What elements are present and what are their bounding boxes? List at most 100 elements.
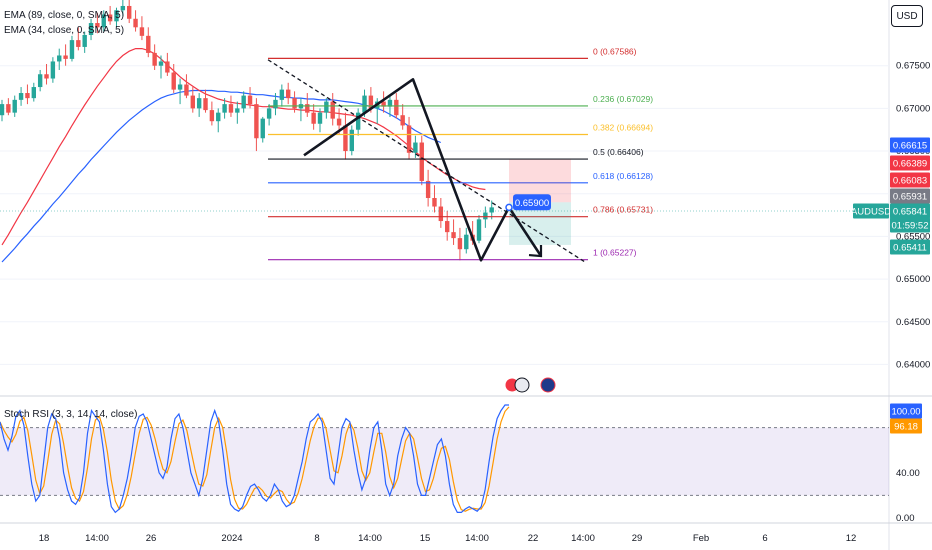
candle-body [432, 198, 437, 207]
candle-body [247, 95, 253, 105]
stoch-d-tag-bg [890, 418, 922, 434]
candle-body [127, 5, 132, 19]
fib-label: 0.5 (0.66406) [593, 147, 644, 157]
stoch-k-tag-text: 100.00 [891, 407, 920, 418]
stoch-k-line [0, 404, 509, 514]
price-tag: 0.66615 [890, 137, 930, 153]
price-tick: 0.64500 [896, 317, 930, 328]
candle-body [445, 221, 450, 233]
candle-body [381, 101, 386, 107]
candle-body [120, 5, 126, 11]
candle-body [355, 112, 361, 130]
price-tag-bg [890, 172, 930, 188]
candle-body [425, 180, 431, 198]
stoch-band [0, 427, 889, 496]
zigzag-pattern [303, 78, 543, 262]
candle-body [286, 89, 291, 99]
candle-body [362, 95, 367, 113]
time-tick: 6 [762, 533, 767, 544]
time-tick: 15 [420, 533, 431, 544]
price-tag: 0.65931 [890, 188, 930, 204]
candle-body [457, 238, 463, 250]
price-tick: 0.64000 [896, 359, 930, 370]
price-grid [0, 65, 889, 365]
candle-body [336, 118, 342, 126]
currency-button[interactable]: USD [891, 5, 923, 27]
ema89-label[interactable]: EMA (89, close, 0, SMA, 5) [4, 10, 124, 21]
time-tick: 26 [146, 533, 157, 544]
candle-body [254, 104, 259, 139]
fib-label: 0.786 (0.65731) [593, 205, 653, 215]
candle-body [387, 99, 393, 107]
candle-body [311, 112, 316, 124]
candle-body [419, 142, 424, 181]
price-tag-bg [890, 239, 930, 255]
candle-body [216, 112, 221, 122]
candle-body [464, 234, 469, 250]
price-tag-text: 0.65411 [893, 243, 927, 254]
candle-body [184, 84, 189, 96]
event-icons[interactable] [504, 377, 556, 393]
stoch-d-tag-text: 96.18 [894, 422, 918, 433]
price-tag: 0.66389 [890, 155, 930, 171]
candle-body [44, 74, 49, 79]
candle-body [146, 35, 151, 53]
price-tag-text: 0.66615 [893, 141, 927, 152]
candle-body [101, 14, 106, 28]
time-tick: Feb [693, 533, 709, 544]
candle-body [133, 18, 138, 28]
candle-body [57, 55, 62, 62]
candle-body [196, 98, 202, 109]
fib-label: 0.236 (0.67029) [593, 94, 653, 104]
last-price-tag-text: 0.65841 [893, 207, 927, 218]
price-tag-bg [890, 137, 930, 153]
candle-body [107, 14, 113, 22]
candle-body [12, 99, 17, 113]
price-tag-text: 0.66083 [893, 176, 927, 187]
fib-retracement[interactable]: 0 (0.67586) 0.236 (0.67029) 0.382 (0.66694… [268, 46, 653, 261]
price-tag-bg [890, 155, 930, 171]
candle-body [50, 61, 56, 79]
candle-body [489, 207, 494, 213]
time-tick: 18 [39, 533, 50, 544]
candle-body [292, 98, 297, 109]
candle-body [190, 95, 195, 109]
stoch-rsi-label[interactable]: Stoch RSI (3, 3, 14, 14, close) [4, 409, 137, 420]
us-flag-icon[interactable] [514, 377, 530, 393]
candle-body [406, 125, 412, 153]
countdown-tag-bg [890, 217, 930, 233]
candle-body [165, 61, 170, 73]
candle-body [139, 27, 145, 36]
candle-body [209, 110, 215, 122]
stoch-d-line [0, 406, 510, 512]
stoch-rsi-lines [0, 404, 510, 514]
time-tick: 2024 [221, 533, 242, 544]
candle-body [413, 142, 418, 153]
target-label-box [513, 194, 551, 211]
stoch-d-tag: 96.18 [890, 418, 922, 434]
fib-label: 0.618 (0.66128) [593, 171, 653, 181]
ema34-label[interactable]: EMA (34, close, 0, SMA, 5) [4, 25, 124, 36]
time-tick: 14:00 [571, 533, 595, 544]
candle-body [400, 115, 405, 126]
au-flag-icon[interactable] [540, 377, 556, 393]
candle-body [228, 104, 234, 113]
symbol-tag-text: AUDUSD [851, 207, 891, 218]
candle-body [69, 40, 75, 59]
time-axis[interactable]: 18 14:00 26 2024 8 14:00 15 14:00 22 14:00 29 Feb 6 1… [39, 533, 857, 544]
fib-label: 0 (0.67586) [593, 46, 637, 56]
fib-label: 1 (0.65227) [593, 248, 637, 258]
price-tags: 0.66615 0.66389 0.66083 0.65931 AUDUSD 0.6584… [0, 137, 930, 255]
price-tag-text: 0.66389 [893, 159, 927, 170]
candle-body [241, 95, 246, 109]
candle-body [222, 104, 227, 113]
candle-body [260, 118, 265, 139]
stoch-k-tag-bg [890, 403, 922, 419]
candle-body [317, 112, 323, 124]
last-price-tag: 0.65841 [890, 203, 930, 219]
candle-body [18, 93, 24, 100]
price-tick: 0.65500 [896, 231, 930, 242]
candle-body [273, 99, 278, 109]
fib-label: 0.382 (0.66694) [593, 123, 653, 133]
